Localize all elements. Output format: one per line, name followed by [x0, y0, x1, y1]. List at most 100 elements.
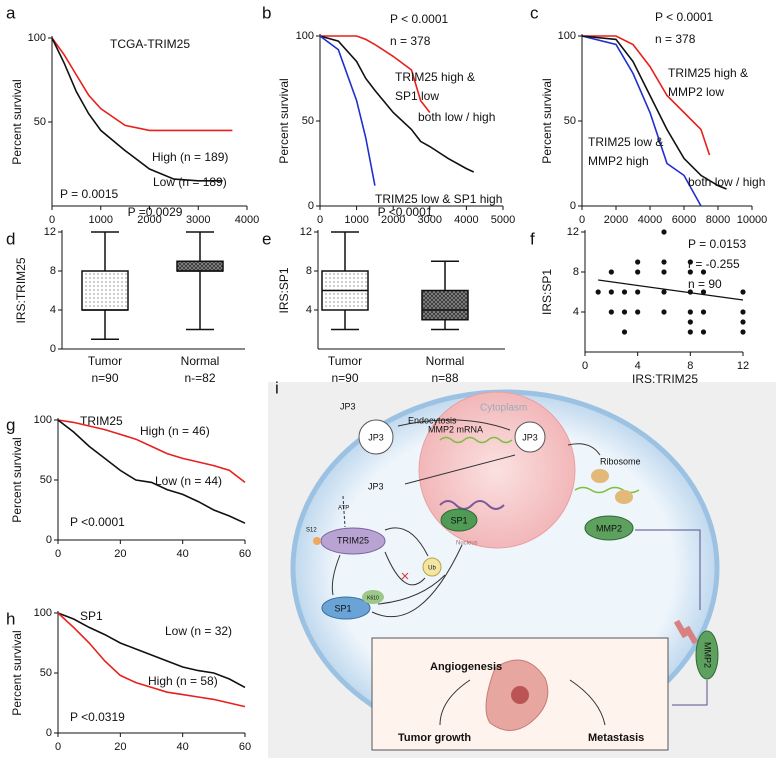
panel-label: h	[6, 609, 15, 628]
annotation: n = 378	[390, 34, 431, 48]
series-label: High (n = 58)	[148, 674, 218, 688]
panel-label: d	[6, 229, 15, 248]
series-label: MMP2 low	[668, 85, 724, 99]
annotation: P <0.0001	[70, 515, 125, 529]
point	[740, 319, 746, 325]
point	[621, 289, 628, 295]
label: JP3	[340, 401, 356, 411]
sp1-nuclear	[440, 508, 478, 532]
x-tick-label: Normal	[181, 354, 220, 368]
x-tick-label: Tumor	[88, 354, 122, 368]
label: K610	[367, 595, 379, 601]
x-tick-label: 20	[114, 548, 126, 560]
survival-line	[319, 35, 376, 186]
point	[687, 309, 693, 315]
point	[635, 259, 641, 265]
series-label: TRIM25 low &	[588, 135, 663, 149]
x-tick-label: 0	[579, 214, 585, 226]
series-label: TRIM25 high &	[668, 66, 748, 80]
x-tick-label: 1000	[89, 214, 113, 226]
y-tick-label: 0	[50, 343, 56, 355]
y-tick-label: 8	[306, 265, 312, 277]
point	[700, 329, 707, 335]
x-tick-label: 2000	[137, 214, 161, 226]
x-tick-label: 0	[582, 360, 588, 372]
annotation: n = 378	[655, 32, 696, 46]
arrow	[439, 679, 471, 726]
point	[661, 259, 667, 265]
y-tick-label: 4	[573, 306, 579, 318]
category-note: n=90	[91, 371, 118, 385]
label: SP1	[334, 603, 351, 613]
point	[661, 309, 667, 315]
annotation: P = 0.0153	[688, 237, 746, 251]
arrow	[567, 443, 601, 456]
panel-label: g	[6, 415, 15, 434]
x-tick-label: 8000	[706, 214, 730, 226]
series-label: High (n = 189)	[152, 150, 228, 164]
label: JP3	[368, 481, 384, 491]
x-tick-label: 3000	[186, 214, 210, 226]
annotation: P < 0.0001	[390, 12, 448, 26]
point	[621, 329, 628, 335]
annotation: n = 90	[688, 277, 722, 291]
y-axis-label: IRS:TRIM25	[14, 257, 28, 323]
series-label: High (n = 46)	[140, 424, 210, 438]
series-label: SP1 low	[395, 89, 439, 103]
s12-site	[313, 537, 321, 545]
point	[687, 319, 693, 325]
series-label: Low (n = 32)	[165, 624, 232, 638]
point	[687, 259, 693, 265]
sp1-node	[321, 596, 371, 620]
survival-line	[57, 612, 246, 708]
point	[661, 289, 667, 295]
x-tick-label: 4000	[454, 214, 478, 226]
annotation: P <0.0319	[70, 710, 125, 724]
y-tick-label: 50	[40, 474, 52, 486]
label: Ribosome	[600, 456, 641, 466]
arrow	[384, 551, 426, 586]
x-tick-label: 4000	[638, 214, 662, 226]
point	[661, 269, 667, 275]
arrow	[672, 680, 708, 706]
point	[635, 269, 641, 275]
diagram: i Cytoplasm JP3 Endocytosis JP3 JP3 JP3 …	[268, 378, 776, 758]
y-tick-label: 12	[300, 226, 312, 238]
x-tick-label: 2000	[381, 214, 405, 226]
point	[635, 289, 641, 295]
y-axis-label: Percent survival	[10, 630, 24, 715]
survival-line	[320, 35, 431, 113]
point	[608, 269, 614, 275]
chart-title: TCGA-TRIM25	[110, 37, 190, 51]
survival-line	[581, 35, 727, 190]
x-tick-label: 0	[317, 214, 323, 226]
point	[635, 309, 641, 315]
jp3-particle	[358, 419, 394, 455]
x-tick-label: 5000	[491, 214, 515, 226]
label: Nucleus	[456, 541, 478, 547]
dna	[439, 500, 505, 510]
survival-line	[57, 419, 246, 524]
x-tick-label: 0	[49, 214, 55, 226]
category-note: n=88	[431, 371, 458, 385]
x-tick-label: 1000	[344, 214, 368, 226]
point	[595, 289, 601, 295]
trend-line	[598, 279, 744, 301]
y-tick-label: 0	[46, 534, 52, 546]
label: SP1	[450, 515, 467, 525]
series-label: TRIM25 high &	[395, 70, 475, 84]
x-tick-label: 10000	[737, 214, 768, 226]
k610-site	[362, 590, 384, 604]
chart-title: TRIM25	[80, 414, 123, 428]
point	[687, 329, 693, 335]
x-tick-label: 40	[177, 741, 189, 753]
category-note: n-=82	[184, 371, 215, 385]
mmp2-secreted	[695, 630, 719, 680]
x-tick-label: Normal	[426, 354, 465, 368]
annotation: P < 0.0001	[655, 10, 713, 24]
label: Angiogenesis	[430, 661, 502, 673]
annotation: P =0.0029	[128, 205, 183, 219]
arrow	[404, 454, 516, 485]
series-label: MMP2 high	[588, 154, 649, 168]
y-tick-label: 4	[50, 304, 56, 316]
